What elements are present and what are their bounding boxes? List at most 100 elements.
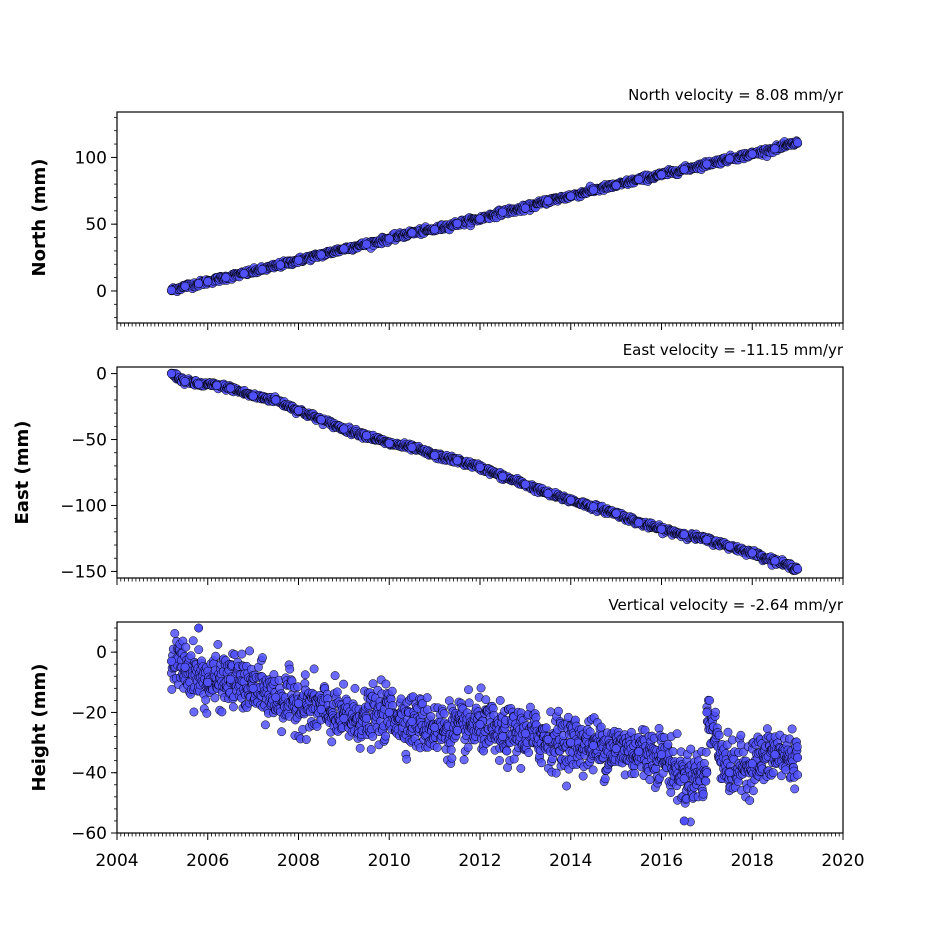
x-tick-label: 2020 <box>821 851 864 871</box>
data-point <box>194 379 204 389</box>
data-point <box>180 377 190 386</box>
data-point <box>452 726 462 735</box>
data-point <box>245 646 255 656</box>
panel-title: North velocity = 8.08 mm/yr <box>628 86 844 104</box>
data-point <box>793 138 803 148</box>
panel-title: East velocity = -11.15 mm/yr <box>623 341 844 359</box>
data-point <box>479 746 489 756</box>
data-point <box>562 781 571 791</box>
data-point <box>350 683 360 693</box>
y-tick-label: 0 <box>96 282 107 302</box>
data-point <box>498 732 508 741</box>
data-point <box>727 735 737 745</box>
data-point <box>520 729 530 738</box>
data-point <box>407 228 417 238</box>
data-point <box>762 724 772 734</box>
y-tick-label: −50 <box>71 431 107 451</box>
data-point <box>260 720 270 730</box>
data-point <box>330 671 340 681</box>
data-point <box>225 674 235 684</box>
data-point <box>747 548 757 558</box>
data-point <box>301 735 311 745</box>
marker-layer <box>167 623 803 827</box>
marker-layer <box>167 368 803 575</box>
data-point <box>611 508 621 518</box>
data-point <box>588 502 598 512</box>
data-point <box>498 207 508 217</box>
data-point <box>211 651 221 661</box>
data-point <box>316 415 326 425</box>
data-point <box>203 277 213 287</box>
data-point <box>294 406 303 415</box>
data-point <box>271 692 281 702</box>
data-point <box>366 745 376 754</box>
data-point <box>679 774 689 784</box>
data-point <box>294 255 303 265</box>
data-point <box>463 742 473 752</box>
data-point <box>221 273 231 283</box>
x-tick-label: 2016 <box>640 851 683 871</box>
data-point <box>551 768 561 778</box>
data-point <box>747 759 757 769</box>
data-point <box>422 693 432 703</box>
data-point <box>698 789 708 799</box>
data-point <box>701 747 711 757</box>
y-axis-label: East (mm) <box>12 421 33 525</box>
x-tick-label: 2014 <box>549 851 592 871</box>
data-point <box>217 707 227 717</box>
data-point <box>362 431 372 441</box>
data-point <box>495 756 504 765</box>
y-tick-label: 0 <box>96 643 107 663</box>
y-tick-label: −60 <box>71 824 107 844</box>
data-point <box>498 472 508 481</box>
data-point <box>793 564 803 574</box>
data-point <box>228 702 238 712</box>
data-point <box>430 450 440 460</box>
data-point <box>430 723 440 732</box>
data-point <box>705 696 714 705</box>
data-point <box>566 495 576 505</box>
data-point <box>339 679 349 689</box>
data-point <box>481 695 491 705</box>
data-point <box>702 535 712 545</box>
x-tick-label: 2010 <box>368 851 411 871</box>
data-point <box>679 164 689 174</box>
data-point <box>553 706 563 716</box>
data-point <box>792 742 802 752</box>
y-tick-label: −150 <box>60 562 107 582</box>
data-point <box>793 770 803 780</box>
data-point <box>180 662 190 672</box>
data-point <box>495 696 505 705</box>
data-point <box>202 708 212 718</box>
data-point <box>201 695 211 705</box>
data-point <box>188 636 198 646</box>
data-point <box>725 768 735 778</box>
data-point <box>194 279 204 289</box>
data-point <box>339 244 349 254</box>
data-point <box>630 769 640 779</box>
data-point <box>452 219 462 228</box>
data-point <box>362 714 372 723</box>
data-point <box>524 748 534 758</box>
data-point <box>194 645 204 655</box>
data-point <box>355 743 365 753</box>
data-point <box>384 707 394 717</box>
data-point <box>381 679 391 689</box>
data-point <box>657 170 666 180</box>
data-point <box>502 746 512 756</box>
data-point <box>339 424 349 434</box>
data-point <box>327 737 337 747</box>
data-point <box>475 214 485 224</box>
y-tick-label: 0 <box>96 365 107 385</box>
data-point <box>663 739 673 749</box>
data-point <box>634 747 644 757</box>
data-point <box>362 239 372 249</box>
x-tick-label: 2006 <box>186 851 229 871</box>
data-point <box>459 755 469 765</box>
data-point <box>745 796 755 805</box>
data-point <box>277 727 287 737</box>
data-point <box>657 750 666 760</box>
data-point <box>578 771 588 781</box>
panel-1: 0 50 100 North velocity = 8.08 mm/yr North (… <box>29 86 844 330</box>
